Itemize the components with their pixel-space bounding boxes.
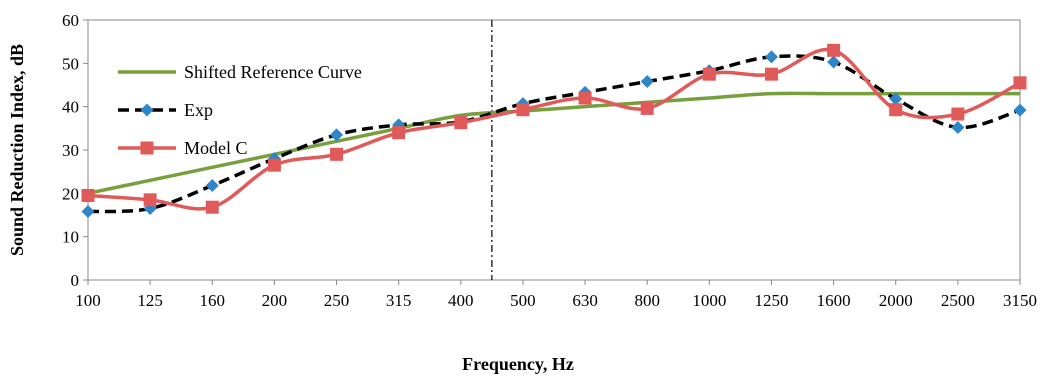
x-axis-title: Frequency, Hz (462, 354, 574, 374)
data-point (827, 56, 840, 69)
x-tick-label: 3150 (1003, 291, 1037, 310)
x-tick-label: 2000 (879, 291, 913, 310)
x-tick-label: 1250 (754, 291, 788, 310)
legend-item-exp: Exp (118, 100, 213, 120)
legend-swatch-marker (141, 142, 154, 155)
data-point (82, 205, 95, 218)
x-tick-label: 250 (324, 291, 350, 310)
x-tick-label: 630 (572, 291, 598, 310)
data-point (1014, 76, 1027, 89)
legend-label: Exp (184, 100, 213, 120)
legend-swatch-marker (141, 104, 154, 117)
x-tick-label: 2500 (941, 291, 975, 310)
axes: 0 10 20 30 40 50 60 100 125 160 200 250 315 400 500 630… (62, 11, 1037, 310)
data-point (765, 50, 778, 63)
x-tick-label: 160 (200, 291, 226, 310)
data-point (206, 179, 219, 192)
data-point (703, 68, 716, 81)
data-point (206, 201, 219, 214)
y-tick-label: 50 (62, 54, 79, 73)
x-tick-label: 100 (75, 291, 101, 310)
x-tick-label: 315 (386, 291, 412, 310)
x-tick-label: 800 (634, 291, 660, 310)
y-tick-label: 60 (62, 11, 79, 30)
data-point (516, 103, 529, 116)
legend-item-shifted-reference-curve: Shifted Reference Curve (118, 62, 362, 82)
y-tick-label: 30 (62, 141, 79, 160)
data-point (144, 193, 157, 206)
data-point (827, 44, 840, 57)
legend-label: Shifted Reference Curve (184, 62, 362, 82)
data-point (454, 116, 467, 129)
data-point (641, 75, 654, 88)
y-tick-label: 20 (62, 184, 79, 203)
y-tick-label: 40 (62, 98, 79, 117)
y-tick-label: 10 (62, 228, 79, 247)
y-tick-label: 0 (71, 271, 80, 290)
data-point (330, 148, 343, 161)
data-point (641, 102, 654, 115)
data-point (1014, 104, 1027, 117)
data-point (765, 68, 778, 81)
x-tick-label: 1600 (817, 291, 851, 310)
data-point (82, 189, 95, 202)
y-axis-title: Sound Reduction Index, dB (7, 44, 27, 256)
legend-label: Model C (184, 138, 248, 158)
data-point (951, 108, 964, 121)
x-tick-label: 200 (262, 291, 288, 310)
data-point (579, 92, 592, 105)
legend-item-model-c: Model C (118, 138, 248, 158)
x-tick-label: 400 (448, 291, 474, 310)
x-tick-label: 1000 (692, 291, 726, 310)
data-point (392, 126, 405, 139)
x-tick-label: 125 (137, 291, 163, 310)
x-tick-label: 500 (510, 291, 536, 310)
data-point (889, 103, 902, 116)
data-point (951, 121, 964, 134)
data-point (268, 159, 281, 172)
